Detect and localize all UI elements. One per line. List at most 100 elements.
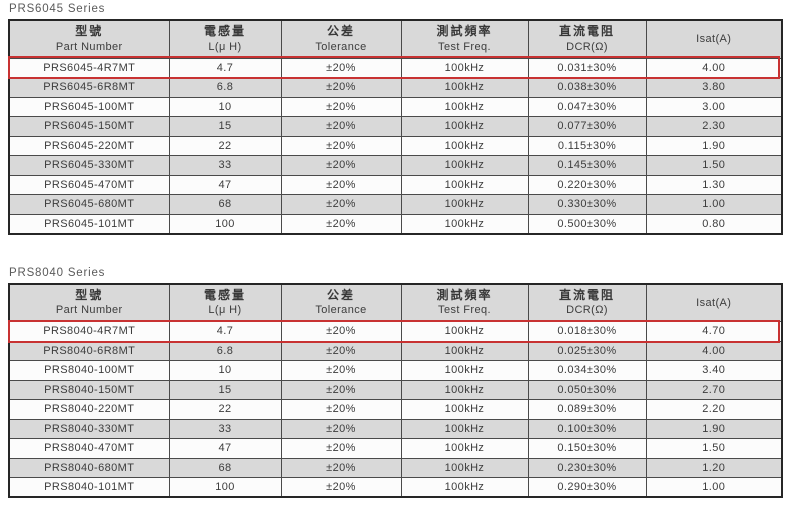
spec-cell: 100kHz [400, 57, 529, 78]
spec-cell: 100kHz [400, 135, 529, 156]
column-header-zh: 直流電阻 [558, 287, 615, 302]
spec-cell: 0.230±30% [527, 457, 647, 478]
spec-cell: 0.034±30% [527, 360, 647, 381]
part-number-cell: PRS6045-330MT [8, 155, 170, 176]
spec-cell: 1.50 [645, 155, 783, 176]
column-header-en: Tolerance [315, 40, 367, 53]
column-header-en: Tolerance [315, 304, 367, 317]
spec-cell: 3.80 [645, 77, 783, 98]
table-row: PRS8040-330MT 33 ±20% 100kHz 0.100±30% 1.90 [8, 418, 783, 439]
table-row: PRS8040-150MT 15 ±20% 100kHz 0.050±30% 2.70 [8, 379, 783, 400]
spec-cell: 68 [168, 194, 282, 215]
part-number-cell: PRS6045-101MT [8, 213, 170, 234]
spec-cell: 33 [168, 155, 282, 176]
spec-cell: ±20% [280, 135, 402, 156]
table-body: PRS8040-4R7MT 4.7 ±20% 100kHz 0.018±30% 4.70 P… [8, 321, 783, 498]
part-number-cell: PRS8040-100MT [8, 360, 170, 381]
spec-cell: 100kHz [400, 438, 529, 459]
table-row: PRS6045-470MT 47 ±20% 100kHz 0.220±30% 1.30 [8, 174, 783, 195]
spec-cell: 33 [168, 418, 282, 439]
column-header-en: DCR(Ω) [566, 304, 608, 317]
spec-cell: 2.70 [645, 379, 783, 400]
part-number-cell: PRS8040-6R8MT [8, 340, 170, 361]
spec-cell: 100kHz [400, 116, 529, 137]
spec-table-wrap-prs8040: 型號 Part Number 電感量 L(μ H) 公差 Tolerance 測試頻率 Tes… [8, 282, 783, 498]
table-row-highlighted: PRS6045-4R7MT 4.7 ±20% 100kHz 0.031±30% 4.00 [8, 57, 783, 78]
spec-cell: 4.70 [645, 321, 783, 342]
spec-cell: 15 [168, 379, 282, 400]
column-header-2: 公差 Tolerance [280, 19, 402, 59]
spec-cell: ±20% [280, 155, 402, 176]
column-header-en: Part Number [55, 40, 123, 53]
spec-cell: 1.00 [645, 194, 783, 215]
spec-cell: 100kHz [400, 399, 529, 420]
spec-cell: ±20% [280, 194, 402, 215]
column-header-zh: 型號 [75, 24, 104, 39]
spec-cell: 0.077±30% [527, 116, 647, 137]
part-number-cell: PRS6045-100MT [8, 96, 170, 117]
spec-cell: 100kHz [400, 360, 529, 381]
spec-cell: 0.089±30% [527, 399, 647, 420]
spec-cell: 100kHz [400, 457, 529, 478]
table-header: 型號 Part Number 電感量 L(μ H) 公差 Tolerance 測試頻率 Tes… [8, 19, 783, 59]
spec-cell: ±20% [280, 57, 402, 78]
column-header-zh: 型號 [75, 287, 104, 302]
spec-cell: ±20% [280, 321, 402, 342]
spec-cell: 0.050±30% [527, 379, 647, 400]
column-header-zh: 公差 [326, 24, 355, 39]
spec-cell: 100kHz [400, 174, 529, 195]
spec-cell: 22 [168, 399, 282, 420]
part-number-cell: PRS8040-220MT [8, 399, 170, 420]
spec-cell: ±20% [280, 116, 402, 137]
table-row: PRS6045-101MT 100 ±20% 100kHz 0.500±30% 0.80 [8, 213, 783, 234]
part-number-cell: PRS8040-101MT [8, 477, 170, 498]
spec-cell: 0.500±30% [527, 213, 647, 234]
series-title-prs6045: PRS6045 Series [9, 3, 106, 15]
part-number-cell: PRS8040-150MT [8, 379, 170, 400]
spec-cell: 4.00 [645, 57, 783, 78]
part-number-cell: PRS6045-680MT [8, 194, 170, 215]
part-number-cell: PRS6045-4R7MT [8, 57, 170, 78]
spec-cell: 0.80 [645, 213, 783, 234]
spec-cell: 0.100±30% [527, 418, 647, 439]
spec-cell: 0.025±30% [527, 340, 647, 361]
table-header: 型號 Part Number 電感量 L(μ H) 公差 Tolerance 測試頻率 Tes… [8, 283, 783, 322]
spec-cell: 1.00 [645, 477, 783, 498]
spec-table-prs6045: 型號 Part Number 電感量 L(μ H) 公差 Tolerance 測試頻率 Tes… [8, 19, 783, 235]
spec-cell: ±20% [280, 418, 402, 439]
spec-cell: 1.90 [645, 135, 783, 156]
spec-cell: 0.220±30% [527, 174, 647, 195]
spec-cell: ±20% [280, 457, 402, 478]
header-row: 型號 Part Number 電感量 L(μ H) 公差 Tolerance 測試頻率 Tes… [8, 283, 783, 322]
spec-cell: 1.90 [645, 418, 783, 439]
spec-cell: 15 [168, 116, 282, 137]
spec-cell: 2.20 [645, 399, 783, 420]
spec-cell: 3.40 [645, 360, 783, 381]
spec-cell: 100kHz [400, 477, 529, 498]
part-number-cell: PRS6045-6R8MT [8, 77, 170, 98]
spec-cell: 0.150±30% [527, 438, 647, 459]
spec-cell: 4.7 [168, 57, 282, 78]
spec-cell: 3.00 [645, 96, 783, 117]
spec-cell: 100 [168, 213, 282, 234]
spec-cell: 1.50 [645, 438, 783, 459]
column-header-2: 公差 Tolerance [280, 283, 402, 322]
spec-cell: ±20% [280, 477, 402, 498]
spec-cell: 100kHz [400, 340, 529, 361]
spec-cell: ±20% [280, 213, 402, 234]
spec-cell: ±20% [280, 379, 402, 400]
table-row: PRS6045-100MT 10 ±20% 100kHz 0.047±30% 3.00 [8, 96, 783, 117]
column-header-3: 測試頻率 Test Freq. [400, 19, 529, 59]
column-header-1: 電感量 L(μ H) [168, 283, 282, 322]
spec-cell: ±20% [280, 399, 402, 420]
header-row: 型號 Part Number 電感量 L(μ H) 公差 Tolerance 測試頻率 Tes… [8, 19, 783, 59]
spec-cell: 100kHz [400, 155, 529, 176]
spec-cell: 10 [168, 96, 282, 117]
table-row: PRS6045-330MT 33 ±20% 100kHz 0.145±30% 1.50 [8, 155, 783, 176]
column-header-en: Part Number [55, 304, 123, 317]
spec-cell: ±20% [280, 360, 402, 381]
spec-cell: 0.047±30% [527, 96, 647, 117]
column-header-en: L(μ H) [208, 304, 242, 317]
column-header-zh: 測試頻率 [436, 287, 493, 302]
spec-cell: 0.145±30% [527, 155, 647, 176]
